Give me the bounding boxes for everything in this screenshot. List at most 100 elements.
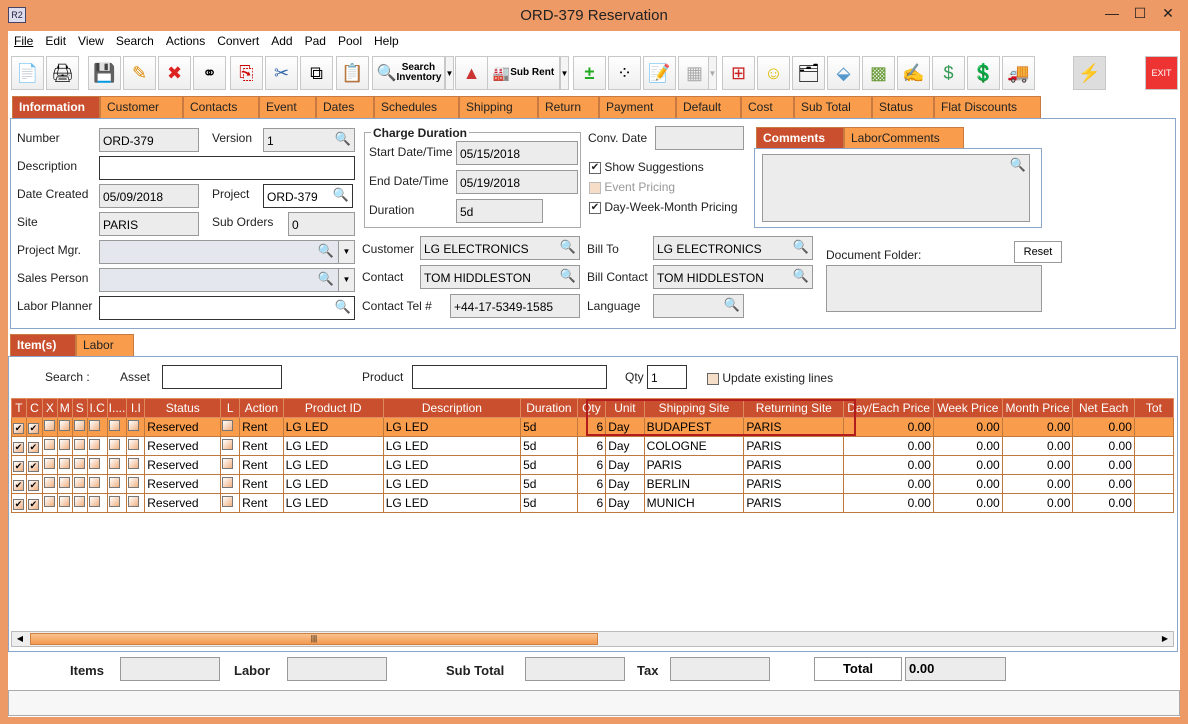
column-header-product-id[interactable]: Product ID (282, 398, 384, 418)
checkbox-cell[interactable] (106, 417, 128, 437)
cell-total[interactable] (1133, 493, 1174, 513)
copy-icon[interactable]: ⧉ (300, 56, 333, 90)
form-edit-icon[interactable]: ✍ (897, 56, 930, 90)
cell-total[interactable] (1133, 436, 1174, 456)
tab-event[interactable]: Event (259, 96, 316, 118)
tab-comments[interactable]: Comments (756, 127, 844, 148)
start-field[interactable]: 05/15/2018 (456, 141, 578, 165)
cell-duration[interactable]: 5d (520, 417, 578, 437)
cell-status[interactable]: Reserved (144, 474, 222, 494)
cell-day[interactable]: 0.00 (843, 474, 934, 494)
minimize-button[interactable]: — (1105, 5, 1119, 21)
checkbox-cell[interactable] (106, 455, 128, 475)
copy-to-icon[interactable]: ⎘ (230, 56, 263, 90)
row-checkbox[interactable]: ✔ (27, 461, 39, 472)
row-checkbox[interactable] (128, 496, 140, 507)
cell-week[interactable]: 0.00 (932, 436, 1003, 456)
row-checkbox[interactable] (73, 496, 85, 507)
cell-description[interactable]: LG LED (382, 417, 522, 437)
row-checkbox[interactable] (43, 496, 55, 507)
tab-contacts[interactable]: Contacts (183, 96, 259, 118)
row-checkbox[interactable]: ✔ (13, 480, 24, 491)
checkbox-cell[interactable]: ✔ (11, 455, 27, 475)
column-header-status[interactable]: Status (144, 398, 222, 418)
cell-product-id[interactable]: LG LED (282, 493, 384, 513)
search-icon[interactable]: 🔍 (317, 271, 334, 286)
sales-person-field[interactable]: 🔍 ▼ (99, 268, 355, 292)
cell-status[interactable]: Reserved (144, 436, 222, 456)
checkbox-cell[interactable] (106, 474, 128, 494)
document-folder-field[interactable] (826, 265, 1042, 312)
column-header-net-each[interactable]: Net Each (1072, 398, 1135, 418)
checkbox-cell[interactable] (56, 493, 73, 513)
cell-month[interactable]: 0.00 (1001, 436, 1074, 456)
search-inventory-dropdown[interactable]: ▼ (445, 56, 454, 90)
row-checkbox[interactable] (222, 439, 234, 450)
row-checkbox[interactable] (88, 477, 100, 488)
cell-total[interactable] (1133, 455, 1174, 475)
hierarchy-icon[interactable]: ⊞ (722, 56, 755, 90)
column-header-t[interactable]: T (11, 398, 27, 418)
tab-default[interactable]: Default (676, 96, 741, 118)
search-icon[interactable]: 🔍 (559, 239, 576, 254)
cell-status[interactable]: Reserved (144, 455, 222, 475)
row-checkbox[interactable] (108, 420, 120, 431)
delete-icon[interactable]: ✖ (158, 56, 191, 90)
tab-return[interactable]: Return (538, 96, 599, 118)
cell-unit[interactable]: Day (605, 455, 645, 475)
cubes-icon[interactable]: ▩ (862, 56, 895, 90)
customer-field[interactable]: LG ELECTRONICS 🔍 (420, 236, 580, 260)
scroll-left-icon[interactable]: ◀ (16, 634, 24, 643)
paste-icon[interactable]: 📋 (336, 56, 369, 90)
sub-rent-dropdown[interactable]: ▼ (560, 56, 569, 90)
column-header-tot[interactable]: Tot (1133, 398, 1174, 418)
cell-product-id[interactable]: LG LED (282, 417, 384, 437)
checkbox-cell[interactable] (126, 417, 146, 437)
row-checkbox[interactable] (43, 439, 55, 450)
cell-duration[interactable]: 5d (520, 436, 578, 456)
column-header-l[interactable]: L (220, 398, 241, 418)
horizontal-scrollbar[interactable]: ◀ ||| ▶ (11, 631, 1174, 647)
cell-month[interactable]: 0.00 (1001, 493, 1074, 513)
checkbox-cell[interactable]: ✔ (25, 436, 43, 456)
number-field[interactable]: ORD-379 (99, 128, 199, 152)
checkbox-cell[interactable] (41, 455, 58, 475)
checkbox-cell[interactable]: ✔ (11, 417, 27, 437)
cell-shipping[interactable]: PARIS (643, 455, 745, 475)
eraser-icon[interactable]: ⬙ (827, 56, 860, 90)
checkbox-cell[interactable] (71, 436, 88, 456)
conv-date-field[interactable] (655, 126, 744, 150)
site-field[interactable]: PARIS (99, 212, 199, 236)
cell-action[interactable]: Rent (239, 493, 284, 513)
checkbox-cell[interactable] (71, 455, 88, 475)
checkbox-cell[interactable] (86, 455, 108, 475)
column-header-month-price[interactable]: Month Price (1001, 398, 1074, 418)
chevron-down-icon[interactable]: ▼ (338, 269, 354, 291)
column-header-x[interactable]: X (41, 398, 58, 418)
qty-input[interactable]: 1 (647, 365, 687, 389)
tab-sub-total[interactable]: Sub Total (794, 96, 872, 118)
checkbox-cell[interactable] (71, 474, 88, 494)
row-checkbox[interactable] (108, 439, 120, 450)
contact-field[interactable]: TOM HIDDLESTON 🔍 (420, 265, 580, 289)
row-checkbox[interactable] (108, 458, 120, 469)
cell-qty[interactable]: 6 (576, 474, 607, 494)
lightning-icon[interactable]: ⚡ (1073, 56, 1106, 90)
cell-qty[interactable]: 6 (576, 436, 607, 456)
tab-schedules[interactable]: Schedules (374, 96, 459, 118)
row-checkbox[interactable] (43, 477, 55, 488)
tab-shipping[interactable]: Shipping (459, 96, 538, 118)
language-field[interactable]: 🔍 (653, 294, 744, 318)
cell-net[interactable]: 0.00 (1072, 493, 1135, 513)
binoculars-icon[interactable]: ⚭ (193, 56, 226, 90)
row-checkbox[interactable] (88, 420, 100, 431)
menu-actions[interactable]: Actions (165, 34, 206, 48)
show-suggestions-checkbox[interactable]: ✔ Show Suggestions (589, 160, 704, 174)
table-row[interactable]: ✔ ✔ Reserved Rent LG LED LG LED 5d 6 Day BERLIN PA… (11, 474, 1174, 494)
cell-product-id[interactable]: LG LED (282, 436, 384, 456)
checkbox-cell[interactable] (56, 436, 73, 456)
cell-duration[interactable]: 5d (520, 474, 578, 494)
menu-help[interactable]: Help (374, 34, 399, 48)
menu-view[interactable]: View (78, 34, 104, 48)
cell-description[interactable]: LG LED (382, 474, 522, 494)
